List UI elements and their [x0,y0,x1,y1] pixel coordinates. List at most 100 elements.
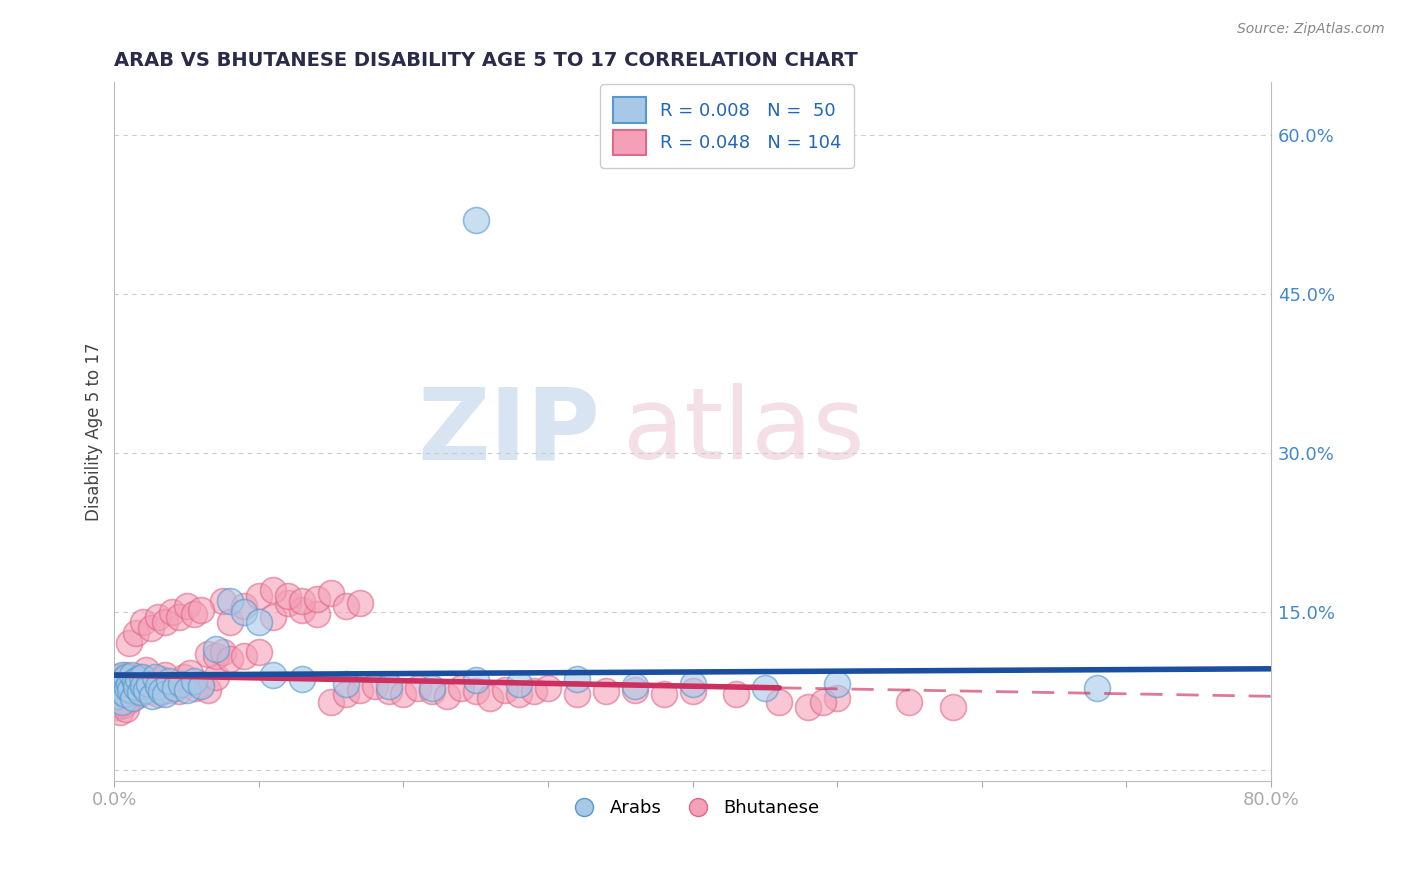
Point [112,698,135,712]
Point [176,599,198,614]
Point [138,676,160,690]
Point [508,687,530,701]
Point [157,674,180,689]
Point [115,702,138,716]
Point [153,668,176,682]
Point [139,620,162,634]
Point [768,695,790,709]
Point [464,684,486,698]
Point [157,682,180,697]
Point [233,605,256,619]
Point [190,679,212,693]
Point [537,681,560,695]
Point [141,690,163,704]
Point [479,691,502,706]
Point [422,684,444,698]
Point [335,599,357,614]
Point [105,690,128,704]
Point [942,699,965,714]
Point [724,687,747,701]
Text: Source: ZipAtlas.com: Source: ZipAtlas.com [1237,22,1385,37]
Point [122,691,145,706]
Point [811,695,834,709]
Point [378,679,401,693]
Point [111,668,134,682]
Point [104,684,127,698]
Point [825,691,848,706]
Point [173,670,195,684]
Point [127,673,149,687]
Text: ARAB VS BHUTANESE DISABILITY AGE 5 TO 17 CORRELATION CHART: ARAB VS BHUTANESE DISABILITY AGE 5 TO 17… [114,51,858,70]
Point [464,673,486,688]
Point [682,676,704,690]
Point [436,690,458,704]
Point [125,680,148,694]
Point [138,673,160,688]
Text: ZIP: ZIP [418,384,600,480]
Point [112,673,135,688]
Point [143,670,166,684]
Point [898,695,921,709]
Point [115,670,138,684]
Point [335,687,357,701]
Point [464,213,486,227]
Point [165,681,187,695]
Point [349,682,371,697]
Point [118,676,141,690]
Point [125,679,148,693]
Point [508,676,530,690]
Point [127,682,149,697]
Point [117,695,139,709]
Point [682,684,704,698]
Point [114,682,136,697]
Point [117,681,139,695]
Point [291,602,314,616]
Point [146,679,169,693]
Point [143,679,166,693]
Point [129,685,152,699]
Point [179,666,201,681]
Point [146,610,169,624]
Point [132,679,155,693]
Point [131,670,153,684]
Point [114,687,136,701]
Point [190,602,212,616]
Y-axis label: Disability Age 5 to 17: Disability Age 5 to 17 [86,343,103,521]
Point [118,676,141,690]
Point [132,681,155,695]
Point [176,682,198,697]
Point [825,676,848,690]
Point [141,684,163,698]
Point [565,687,588,701]
Point [262,583,284,598]
Point [291,594,314,608]
Point [120,681,142,695]
Point [262,668,284,682]
Point [111,690,134,704]
Point [204,649,226,664]
Point [105,670,128,684]
Point [623,682,645,697]
Point [112,687,135,701]
Point [392,687,415,701]
Point [204,641,226,656]
Point [108,684,131,698]
Point [184,681,207,695]
Point [321,695,343,709]
Point [595,684,617,698]
Point [652,687,675,701]
Point [124,674,146,689]
Point [107,679,129,693]
Point [378,684,401,698]
Point [146,687,169,701]
Point [204,670,226,684]
Point [107,676,129,690]
Point [494,682,516,697]
Point [1085,681,1108,695]
Point [169,684,191,698]
Point [247,589,270,603]
Point [291,673,314,687]
Point [335,676,357,690]
Point [149,684,172,698]
Point [125,625,148,640]
